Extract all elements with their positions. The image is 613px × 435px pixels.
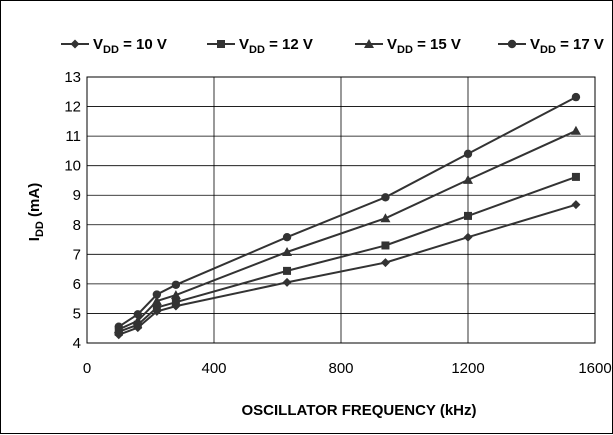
legend-marker — [364, 39, 374, 48]
y-tick-label: 13 — [64, 69, 81, 86]
legend-label: VDD = 10 V — [93, 36, 167, 56]
series-line — [118, 96, 577, 328]
data-point — [282, 277, 292, 287]
data-point — [282, 246, 293, 256]
x-tick-label: 0 — [83, 360, 91, 377]
data-point — [152, 290, 162, 299]
legend-label: VDD = 12 V — [239, 36, 313, 56]
plot-border — [86, 76, 596, 344]
data-point — [151, 296, 162, 306]
x-tick-label: 800 — [328, 360, 353, 377]
legend-item: VDD = 17 V — [498, 36, 604, 56]
y-tick-label: 8 — [73, 217, 81, 234]
series-vdd-3 — [114, 92, 581, 331]
x-axis-title: OSCILLATOR FREQUENCY (kHz) — [241, 402, 476, 419]
data-point — [171, 280, 181, 289]
x-tick-label: 1200 — [451, 360, 484, 377]
data-point — [114, 322, 123, 331]
data-point — [463, 174, 473, 184]
data-point — [380, 213, 391, 223]
data-point — [463, 149, 473, 159]
y-tick-label: 10 — [64, 158, 81, 175]
data-point — [571, 92, 581, 102]
data-point — [171, 298, 180, 307]
legend-label: VDD = 17 V — [530, 36, 604, 56]
data-point — [152, 303, 161, 312]
legend-item: VDD = 15 V — [355, 36, 461, 56]
data-point — [571, 172, 580, 181]
data-point — [132, 315, 143, 325]
data-point — [381, 193, 390, 202]
data-point — [283, 266, 292, 275]
legend: VDD = 10 V VDD = 12 V VDD = 15 V VDD = 17 V — [61, 36, 604, 56]
legend-label: VDD = 15 V — [387, 36, 461, 56]
legend-marker — [507, 39, 517, 49]
x-tick-label: 400 — [201, 360, 226, 377]
data-point — [571, 200, 581, 210]
y-tick-label: 6 — [73, 276, 81, 293]
series-line — [118, 129, 577, 331]
data-point — [282, 232, 292, 242]
y-tick-label: 4 — [73, 335, 81, 352]
y-tick-label: 7 — [73, 246, 81, 263]
data-point — [464, 211, 472, 220]
data-point — [463, 232, 473, 242]
legend-item: VDD = 10 V — [61, 36, 167, 56]
data-point — [170, 290, 181, 300]
legend-marker — [70, 39, 80, 49]
data-point — [381, 241, 390, 250]
y-axis-title: IDD (mA) — [26, 183, 46, 241]
data-point — [380, 258, 390, 268]
y-tick-label: 11 — [65, 128, 81, 145]
legend-item: VDD = 12 V — [207, 36, 313, 56]
legend-marker — [217, 40, 225, 48]
y-tick-label: 5 — [73, 305, 81, 322]
y-tick-label: 12 — [64, 99, 81, 116]
x-tick-label: 1600 — [578, 360, 611, 377]
y-tick-label: 9 — [73, 187, 81, 204]
data-point — [570, 125, 581, 135]
series-vdd-2 — [113, 125, 581, 334]
data-point — [133, 310, 142, 319]
